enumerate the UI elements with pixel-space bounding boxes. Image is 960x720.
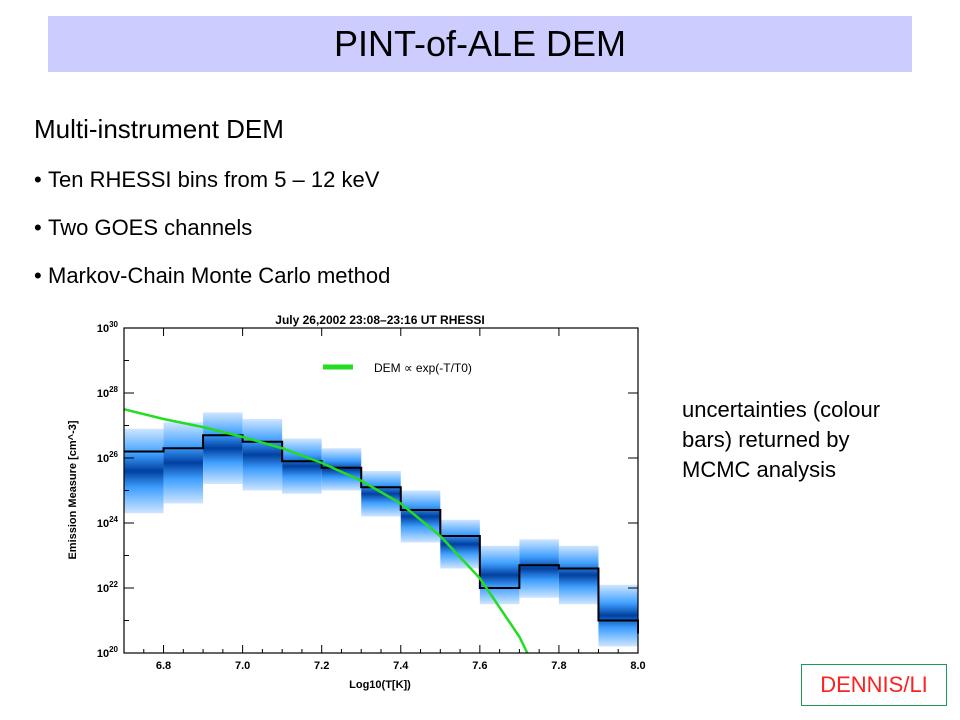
credit-label: DENNIS/LI (820, 672, 928, 697)
x-tick-label: 7.8 (551, 660, 566, 672)
y-tick-label: 1028 (97, 385, 119, 400)
y-tick-exponent: 22 (109, 580, 118, 589)
y-tick-exponent: 20 (109, 645, 118, 654)
y-tick-exponent: 26 (109, 450, 118, 459)
best-fit-step-line (124, 434, 639, 634)
x-tick-label: 8.0 (630, 660, 645, 672)
y-tick-label: 1022 (97, 580, 119, 595)
uncertainty-band (242, 419, 283, 491)
title-bar: PINT-of-ALE DEM (48, 16, 912, 72)
chart-title: July 26,2002 23:08–23:16 UT RHESSI (275, 313, 484, 327)
model-curve (123, 408, 529, 654)
uncertainty-band (203, 412, 243, 484)
y-axis-label: Emission Measure [cm^-3] (67, 420, 79, 559)
uncertainty-band (479, 545, 520, 605)
y-tick-exponent: 28 (109, 385, 118, 394)
uncertainty-band (321, 448, 362, 491)
bullet-glyph: • (34, 167, 42, 192)
bullet-glyph: • (34, 263, 42, 288)
bullet-item: • Ten RHESSI bins from 5 – 12 keV (34, 162, 390, 210)
slide-title: PINT-of-ALE DEM (333, 23, 627, 64)
bullet-item: • Markov-Chain Monte Carlo method (34, 258, 390, 306)
side-note: uncertainties (colour bars) returned by … (682, 397, 881, 482)
x-tick-label: 7.2 (314, 660, 329, 672)
best-fit-steps (124, 434, 639, 634)
y-tick-label: 1030 (97, 320, 119, 335)
y-tick-exponent: 30 (109, 320, 118, 329)
uncertainty-band (163, 422, 204, 504)
uncertainty-band (558, 545, 599, 605)
bullet-list: • Ten RHESSI bins from 5 – 12 keV • Two GO… (34, 162, 390, 306)
y-tick-exponent: 24 (109, 515, 118, 524)
bullet-glyph: • (34, 215, 42, 240)
x-tick-label: 7.6 (472, 660, 487, 672)
y-tick-label: 1020 (97, 645, 119, 660)
y-tick-label: 1026 (97, 450, 119, 465)
section-heading: Multi-instrument DEM (34, 114, 284, 144)
x-tick-label: 7.0 (235, 660, 250, 672)
credit-box: DENNIS/LI (801, 664, 947, 706)
uncertainty-band (519, 539, 559, 598)
bullet-item: • Two GOES channels (34, 210, 390, 258)
legend-label: DEM ∝ exp(-T/T0) (374, 361, 472, 375)
uncertainty-band (598, 584, 638, 647)
uncertainty-band (124, 428, 164, 514)
x-axis-label: Log10(T[K]) (349, 679, 411, 691)
y-tick-label: 1024 (97, 515, 119, 530)
uncertainty-band (361, 471, 401, 517)
x-tick-label: 6.8 (156, 660, 171, 672)
uncertainty-band (282, 438, 322, 494)
dem-chart: 6.8 7.0 7.2 7.4 7.6 7.8 8.0 1020 1022 1024 1026 102… (67, 313, 646, 691)
uncertainty-band (400, 490, 441, 543)
axis-ticks: 6.8 7.0 7.2 7.4 7.6 7.8 8.0 1020 1022 1024 1026 102… (97, 320, 646, 672)
x-tick-label: 7.4 (393, 660, 409, 672)
